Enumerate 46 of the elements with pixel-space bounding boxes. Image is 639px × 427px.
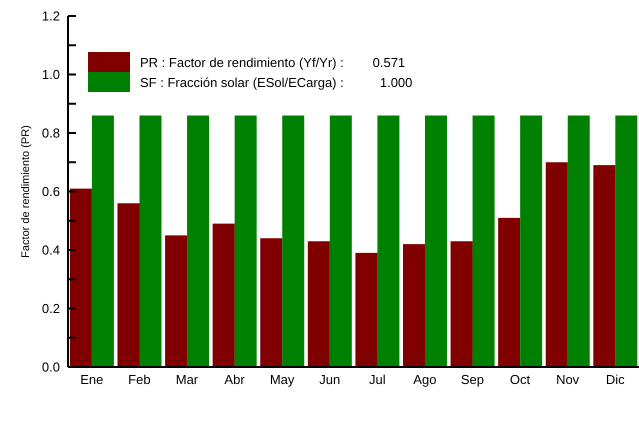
bar [282,115,304,367]
y-tick-label: 0.0 [42,360,60,375]
y-axis-title: Factor de rendimiento (PR) [20,125,32,258]
bar [117,203,140,367]
bar [330,115,352,367]
bar [355,252,378,367]
bar [165,235,188,367]
bar [92,115,114,367]
x-tick-label: Feb [128,372,151,388]
x-tick-label: Ago [413,372,436,388]
bar [450,241,473,367]
bar [308,241,330,367]
bar [234,115,257,367]
bar [472,115,495,367]
bar [568,115,590,367]
bar [377,115,400,367]
bar [546,162,568,367]
y-tick-label: 0.8 [42,126,60,141]
y-tick-label: 1.2 [42,8,60,24]
x-tick-label: May [270,372,295,388]
bar [187,115,210,367]
y-tick-label: 1.0 [42,67,60,82]
bar [615,115,638,367]
bar [260,238,282,367]
bar [498,218,520,367]
x-tick-label: Jul [368,372,386,388]
y-tick-label: 0.2 [42,301,60,316]
bar [139,115,162,367]
bar [593,165,616,367]
legend-label: PR : Factor de rendimiento (Yf/Yr) : 0.571 [140,54,406,70]
x-tick-label: Ene [80,372,104,388]
legend-label: SF : Fracción solar (ESol/ECarga) : 1.000 [140,74,412,90]
bar [212,224,235,367]
y-tick-label: 0.4 [42,242,60,258]
x-tick-label: Dic [606,372,626,388]
bar [70,188,92,367]
x-tick-label: Sep [460,372,484,388]
x-tick-label: Jun [319,372,340,388]
x-tick-label: Abr [224,372,246,388]
x-tick-label: Nov [556,372,580,388]
x-tick-label: Mar [176,372,199,388]
y-tick-label: 0.6 [42,184,60,200]
bar [424,115,447,367]
x-tick-label: Oct [510,372,531,388]
bar [402,244,425,367]
bar [520,115,542,367]
